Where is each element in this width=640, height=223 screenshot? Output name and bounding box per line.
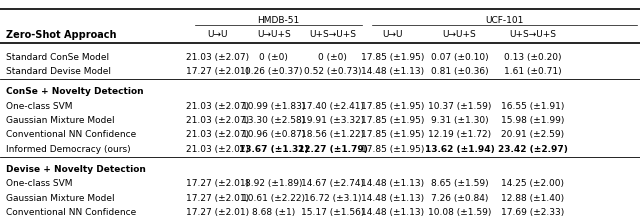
Text: 10.37 (±1.59): 10.37 (±1.59): [428, 101, 492, 111]
Text: 17.27 (±2.01): 17.27 (±2.01): [186, 208, 249, 217]
Text: 0 (±0): 0 (±0): [259, 53, 289, 62]
Text: 13.67 (±1.31): 13.67 (±1.31): [239, 145, 308, 154]
Text: 16.55 (±1.91): 16.55 (±1.91): [500, 101, 564, 111]
Text: 23.42 (±2.97): 23.42 (±2.97): [497, 145, 568, 154]
Text: 8.92 (±1.89): 8.92 (±1.89): [245, 180, 303, 188]
Text: U+S→U+S: U+S→U+S: [309, 30, 356, 39]
Text: 15.17 (±1.56): 15.17 (±1.56): [301, 208, 365, 217]
Text: One-class SVM: One-class SVM: [6, 180, 73, 188]
Text: 17.69 (±2.33): 17.69 (±2.33): [501, 208, 564, 217]
Text: 9.31 (±1.30): 9.31 (±1.30): [431, 116, 488, 125]
Text: U→U+S: U→U+S: [443, 30, 476, 39]
Text: Zero-Shot Approach: Zero-Shot Approach: [6, 30, 117, 40]
Text: 0.07 (±0.10): 0.07 (±0.10): [431, 53, 488, 62]
Text: Conventional NN Confidence: Conventional NN Confidence: [6, 130, 137, 139]
Text: Gaussian Mixture Model: Gaussian Mixture Model: [6, 194, 115, 203]
Text: Gaussian Mixture Model: Gaussian Mixture Model: [6, 116, 115, 125]
Text: Devise + Novelty Detection: Devise + Novelty Detection: [6, 165, 147, 174]
Text: Conventional NN Confidence: Conventional NN Confidence: [6, 208, 137, 217]
Text: HMDB-51: HMDB-51: [257, 17, 300, 25]
Text: Informed Democracy (ours): Informed Democracy (ours): [6, 145, 131, 154]
Text: UCF-101: UCF-101: [486, 17, 524, 25]
Text: 17.85 (±1.95): 17.85 (±1.95): [360, 145, 424, 154]
Text: 7.26 (±0.84): 7.26 (±0.84): [431, 194, 488, 203]
Text: 21.03 (±2.07): 21.03 (±2.07): [186, 116, 249, 125]
Text: 21.03 (±2.07): 21.03 (±2.07): [186, 130, 249, 139]
Text: 15.98 (±1.99): 15.98 (±1.99): [500, 116, 564, 125]
Text: 13.62 (±1.94): 13.62 (±1.94): [425, 145, 494, 154]
Text: 17.40 (±2.41): 17.40 (±2.41): [301, 101, 364, 111]
Text: 10.08 (±1.59): 10.08 (±1.59): [428, 208, 492, 217]
Text: 14.48 (±1.13): 14.48 (±1.13): [361, 180, 424, 188]
Text: 14.48 (±1.13): 14.48 (±1.13): [361, 194, 424, 203]
Text: U→U: U→U: [207, 30, 228, 39]
Text: 10.96 (±0.87): 10.96 (±0.87): [242, 130, 306, 139]
Text: 20.91 (±2.59): 20.91 (±2.59): [501, 130, 564, 139]
Text: 17.85 (±1.95): 17.85 (±1.95): [360, 130, 424, 139]
Text: 17.85 (±1.95): 17.85 (±1.95): [360, 53, 424, 62]
Text: 21.03 (±2.07): 21.03 (±2.07): [186, 53, 249, 62]
Text: 0.52 (±0.73): 0.52 (±0.73): [304, 67, 362, 76]
Text: 17.85 (±1.95): 17.85 (±1.95): [360, 116, 424, 125]
Text: 17.85 (±1.95): 17.85 (±1.95): [360, 101, 424, 111]
Text: 14.48 (±1.13): 14.48 (±1.13): [361, 67, 424, 76]
Text: U→U+S: U→U+S: [257, 30, 291, 39]
Text: Standard ConSe Model: Standard ConSe Model: [6, 53, 109, 62]
Text: 19.91 (±3.32): 19.91 (±3.32): [301, 116, 364, 125]
Text: 14.48 (±1.13): 14.48 (±1.13): [361, 208, 424, 217]
Text: 12.19 (±1.72): 12.19 (±1.72): [428, 130, 491, 139]
Text: 12.88 (±1.40): 12.88 (±1.40): [501, 194, 564, 203]
Text: 1.61 (±0.71): 1.61 (±0.71): [504, 67, 561, 76]
Text: 8.65 (±1.59): 8.65 (±1.59): [431, 180, 488, 188]
Text: 17.27 (±2.01): 17.27 (±2.01): [186, 67, 249, 76]
Text: U→U: U→U: [382, 30, 403, 39]
Text: 0.26 (±0.37): 0.26 (±0.37): [245, 67, 303, 76]
Text: ConSe + Novelty Detection: ConSe + Novelty Detection: [6, 87, 144, 96]
Text: U+S→U+S: U+S→U+S: [509, 30, 556, 39]
Text: 17.27 (±2.01): 17.27 (±2.01): [186, 194, 249, 203]
Text: 14.25 (±2.00): 14.25 (±2.00): [501, 180, 564, 188]
Text: 8.68 (±1): 8.68 (±1): [252, 208, 296, 217]
Text: 10.99 (±1.83): 10.99 (±1.83): [242, 101, 306, 111]
Text: 22.27 (±1.79): 22.27 (±1.79): [298, 145, 368, 154]
Text: 10.61 (±2.22): 10.61 (±2.22): [243, 194, 305, 203]
Text: 21.03 (±2.07): 21.03 (±2.07): [186, 101, 249, 111]
Text: 18.56 (±1.22): 18.56 (±1.22): [301, 130, 364, 139]
Text: 0.13 (±0.20): 0.13 (±0.20): [504, 53, 561, 62]
Text: 17.27 (±2.01): 17.27 (±2.01): [186, 180, 249, 188]
Text: 0.81 (±0.36): 0.81 (±0.36): [431, 67, 488, 76]
Text: 16.72 (±3.1): 16.72 (±3.1): [304, 194, 362, 203]
Text: One-class SVM: One-class SVM: [6, 101, 73, 111]
Text: Standard Devise Model: Standard Devise Model: [6, 67, 111, 76]
Text: 21.03 (±2.07): 21.03 (±2.07): [186, 145, 249, 154]
Text: 0 (±0): 0 (±0): [318, 53, 348, 62]
Text: 14.67 (±2.74): 14.67 (±2.74): [301, 180, 364, 188]
Text: 13.30 (±2.58): 13.30 (±2.58): [243, 116, 305, 125]
